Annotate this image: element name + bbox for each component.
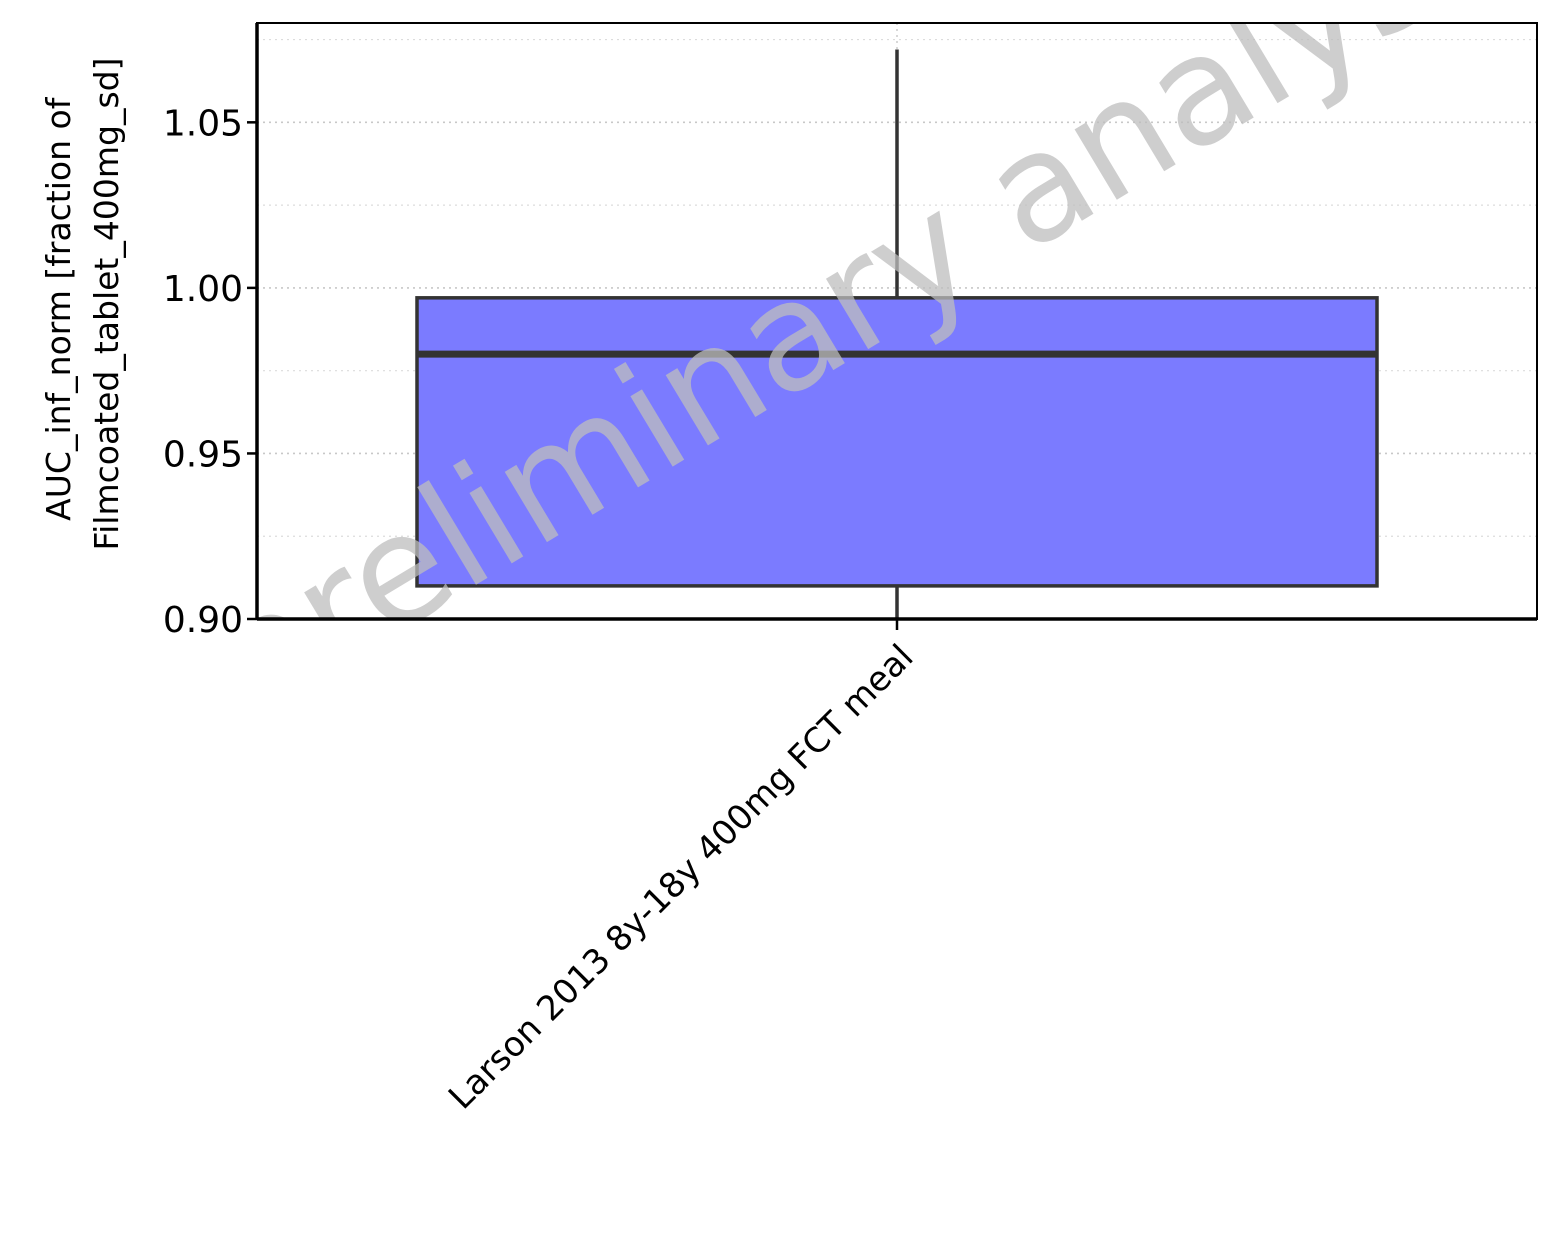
y-axis-title-line-1: AUC_inf_norm [fraction of — [39, 96, 78, 521]
y-tick-label: 1.00 — [163, 269, 243, 310]
x-tick-label: Larson 2013 8y-18y 400mg FCT meal — [441, 637, 921, 1117]
y-tick-label: 0.95 — [163, 434, 243, 475]
x-axis-ticks: Larson 2013 8y-18y 400mg FCT meal — [441, 619, 921, 1117]
y-tick-label: 0.90 — [163, 600, 243, 641]
box-series — [415, 49, 1379, 619]
y-axis-ticks: 0.90 0.95 1.00 1.05 — [163, 103, 257, 641]
y-tick-label: 1.05 — [163, 103, 243, 144]
box-iqr — [415, 296, 1379, 588]
y-axis-title-line-2: Filmcoated_tablet_400mg_sd] — [87, 58, 126, 551]
box-group — [415, 49, 1379, 619]
y-axis-title: AUC_inf_norm [fraction of Filmcoated_tab… — [39, 58, 126, 551]
